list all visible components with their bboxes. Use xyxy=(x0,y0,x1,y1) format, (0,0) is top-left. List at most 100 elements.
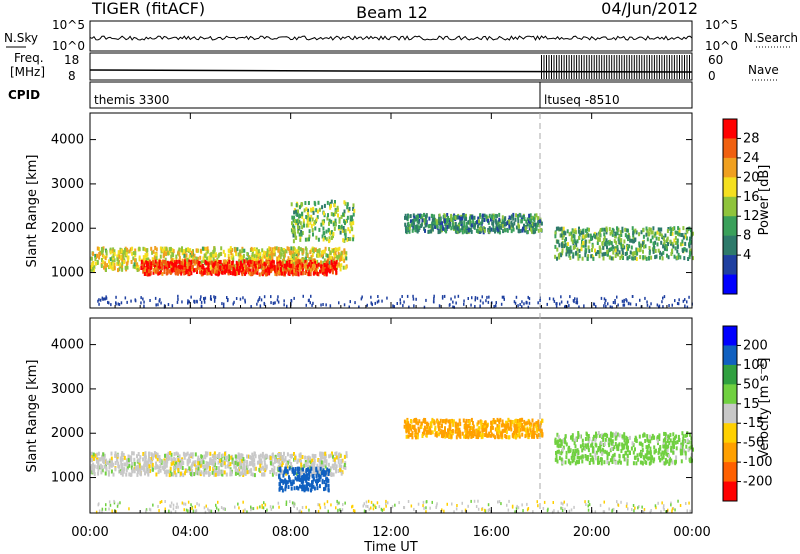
heatmap-cell xyxy=(313,466,316,471)
heatmap-cell xyxy=(673,226,676,231)
heatmap-cell xyxy=(510,427,513,432)
heatmap-cell xyxy=(127,458,130,462)
heatmap-cell xyxy=(245,267,248,272)
heatmap-cell xyxy=(277,246,280,251)
heatmap-cell xyxy=(442,214,445,219)
heatmap-cell xyxy=(265,268,267,273)
heatmap-cell xyxy=(626,458,629,463)
heatmap-cell xyxy=(134,253,137,258)
heatmap-cell xyxy=(137,264,140,269)
heatmap-cell xyxy=(335,260,338,265)
heatmap-cell xyxy=(450,226,453,231)
heatmap-cell xyxy=(182,473,185,478)
heatmap-cell xyxy=(272,260,275,265)
heatmap-cell xyxy=(439,222,442,227)
heatmap-cell xyxy=(595,450,598,455)
heatmap-cell xyxy=(642,433,645,438)
heatmap-cell xyxy=(616,295,618,299)
heatmap-cell xyxy=(436,224,439,229)
heatmap-cell xyxy=(494,213,497,218)
heatmap-cell xyxy=(300,258,303,263)
heatmap-cell xyxy=(537,419,540,424)
heatmap-cell xyxy=(456,215,459,220)
heatmap-cell xyxy=(534,215,537,220)
heatmap-cell xyxy=(227,266,230,271)
heatmap-cell xyxy=(220,246,223,251)
heatmap-cell xyxy=(154,246,157,250)
heatmap-cell xyxy=(458,229,461,234)
heatmap-cell xyxy=(119,256,122,261)
heatmap-cell xyxy=(147,267,150,271)
heatmap-cell xyxy=(582,234,585,239)
heatmap-cell xyxy=(304,455,307,460)
heatmap-cell xyxy=(686,300,688,304)
heatmap-cell xyxy=(406,216,408,221)
heatmap-cell xyxy=(123,260,125,264)
heatmap-cell xyxy=(118,303,121,306)
heatmap-cell xyxy=(318,248,321,253)
heatmap-cell xyxy=(623,303,626,307)
heatmap-cell xyxy=(163,252,165,256)
heatmap-cell xyxy=(315,263,318,268)
heatmap-cell xyxy=(334,247,337,252)
heatmap-cell xyxy=(191,452,194,457)
heatmap-cell xyxy=(564,305,566,309)
heatmap-cell xyxy=(147,269,150,274)
heatmap-cell xyxy=(462,418,465,423)
heatmap-cell xyxy=(407,221,410,226)
heatmap-cell xyxy=(299,259,302,264)
heatmap-cell xyxy=(553,299,556,303)
heatmap-cell xyxy=(124,248,126,252)
heatmap-cell xyxy=(168,251,171,256)
heatmap-cell xyxy=(212,249,215,254)
heatmap-cell xyxy=(263,295,266,299)
heatmap-cell xyxy=(514,424,517,429)
heatmap-cell xyxy=(415,297,417,301)
heatmap-cell xyxy=(431,225,434,230)
heatmap-cell xyxy=(655,254,658,259)
heatmap-cell xyxy=(458,427,461,432)
heatmap-cell xyxy=(404,225,407,230)
heatmap-cell xyxy=(145,466,148,471)
heatmap-cell xyxy=(311,253,314,258)
heatmap-cell xyxy=(572,252,575,257)
heatmap-cell xyxy=(487,227,490,232)
heatmap-cell xyxy=(159,254,162,259)
heatmap-cell xyxy=(155,256,158,261)
heatmap-cell xyxy=(654,249,657,253)
heatmap-cell xyxy=(326,253,329,258)
heatmap-cell xyxy=(212,253,215,258)
heatmap-cell xyxy=(289,453,292,458)
heatmap-cell xyxy=(669,226,672,231)
heatmap-cell xyxy=(509,216,512,221)
heatmap-cell xyxy=(238,254,241,259)
heatmap-cell xyxy=(214,265,217,270)
heatmap-cell xyxy=(417,421,420,426)
heatmap-cell xyxy=(333,256,336,261)
heatmap-cell xyxy=(344,265,347,270)
heatmap-cell xyxy=(297,225,299,230)
heatmap-cell xyxy=(593,233,595,238)
heatmap-cell xyxy=(293,219,296,223)
heatmap-cell xyxy=(614,299,616,302)
heatmap-cell xyxy=(214,252,217,257)
heatmap-cell xyxy=(248,256,250,261)
heatmap-cell xyxy=(320,260,322,265)
heatmap-cell xyxy=(240,255,243,260)
heatmap-cell xyxy=(126,462,129,467)
heatmap-cell xyxy=(427,229,430,234)
heatmap-cell xyxy=(524,421,527,426)
cpid-panel xyxy=(89,81,693,109)
heatmap-cell xyxy=(524,226,527,231)
heatmap-cell xyxy=(264,468,267,473)
heatmap-cell xyxy=(340,214,343,219)
heatmap-cell xyxy=(667,255,670,260)
heatmap-cell xyxy=(414,225,416,230)
power-colorbar-swatch xyxy=(723,119,737,139)
heatmap-cell xyxy=(136,466,138,471)
heatmap-cell xyxy=(663,240,666,244)
heatmap-cell xyxy=(560,295,562,299)
heatmap-cell xyxy=(459,216,462,221)
heatmap-cell xyxy=(651,235,654,240)
heatmap-cell xyxy=(279,261,282,266)
